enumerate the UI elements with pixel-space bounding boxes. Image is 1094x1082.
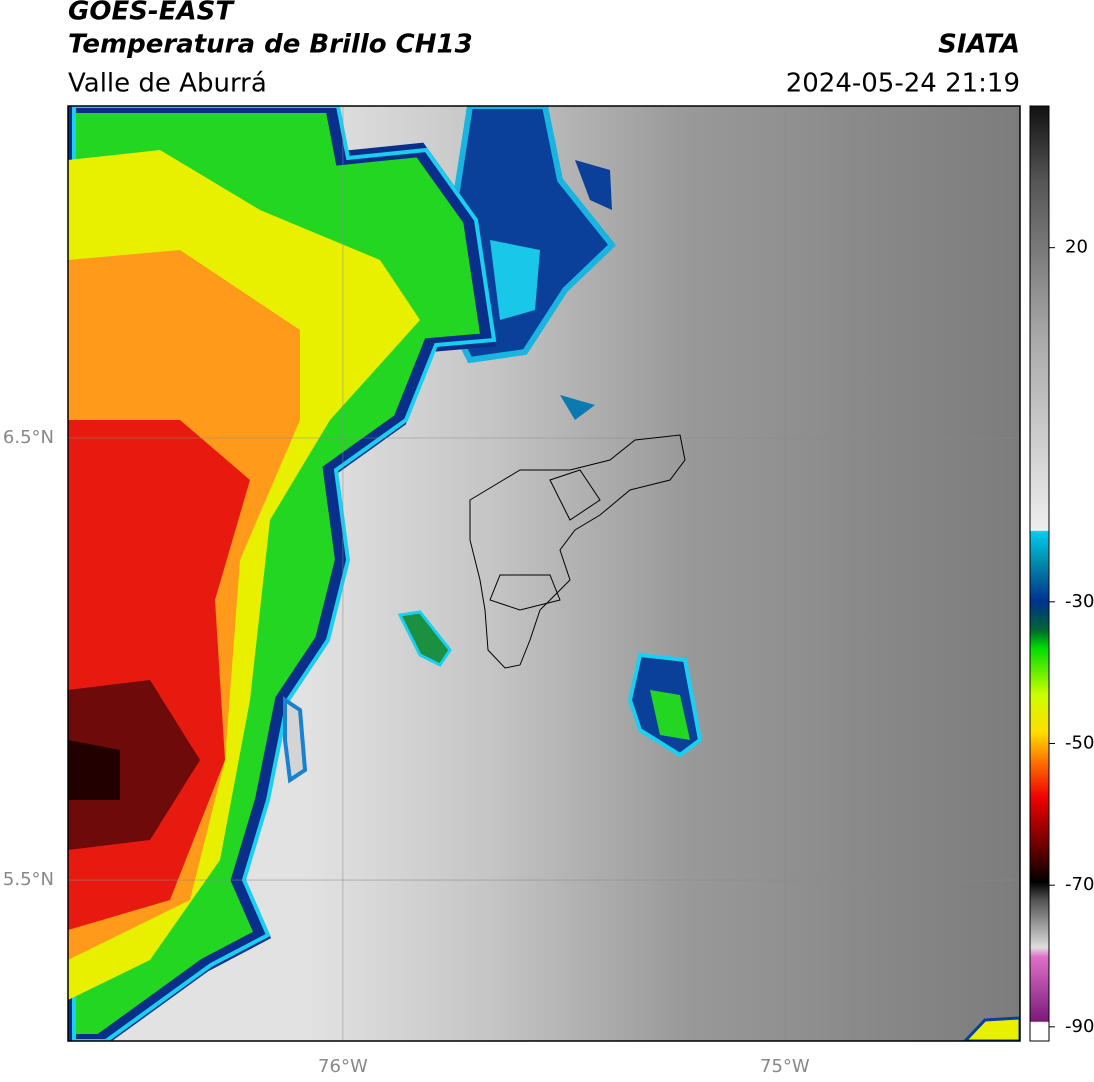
satellite-image	[68, 106, 1020, 1041]
map-frame	[67, 105, 1021, 1042]
title: GOES-EAST	[68, 0, 235, 27]
colorbar-tick-label: -90	[1065, 1016, 1094, 1037]
timestamp: 2024-05-24 21:19	[786, 69, 1020, 99]
map-axes: 6.5°N 5.5°N 76°W 75°W	[3, 427, 810, 1077]
graticule	[68, 106, 1020, 1041]
colorbar-axis: 20 -30 -50 -70 -90	[1049, 237, 1094, 1037]
colorbar	[1029, 105, 1050, 1042]
municipal-boundaries	[469, 434, 686, 669]
region: Valle de Aburrá	[68, 69, 267, 99]
colorbar-tick-label: -50	[1065, 733, 1094, 754]
subtitle: Temperatura de Brillo CH13	[68, 30, 473, 60]
lon-tick-label: 75°W	[760, 1056, 810, 1077]
lat-tick-label: 5.5°N	[3, 869, 54, 890]
colorbar-tick-label: -30	[1065, 591, 1094, 612]
lat-tick-label: 6.5°N	[3, 427, 54, 448]
colorbar-tick-label: 20	[1065, 237, 1088, 258]
source: SIATA	[938, 30, 1020, 60]
colorbar-tick-label: -70	[1065, 874, 1094, 895]
lon-tick-label: 76°W	[318, 1056, 368, 1077]
